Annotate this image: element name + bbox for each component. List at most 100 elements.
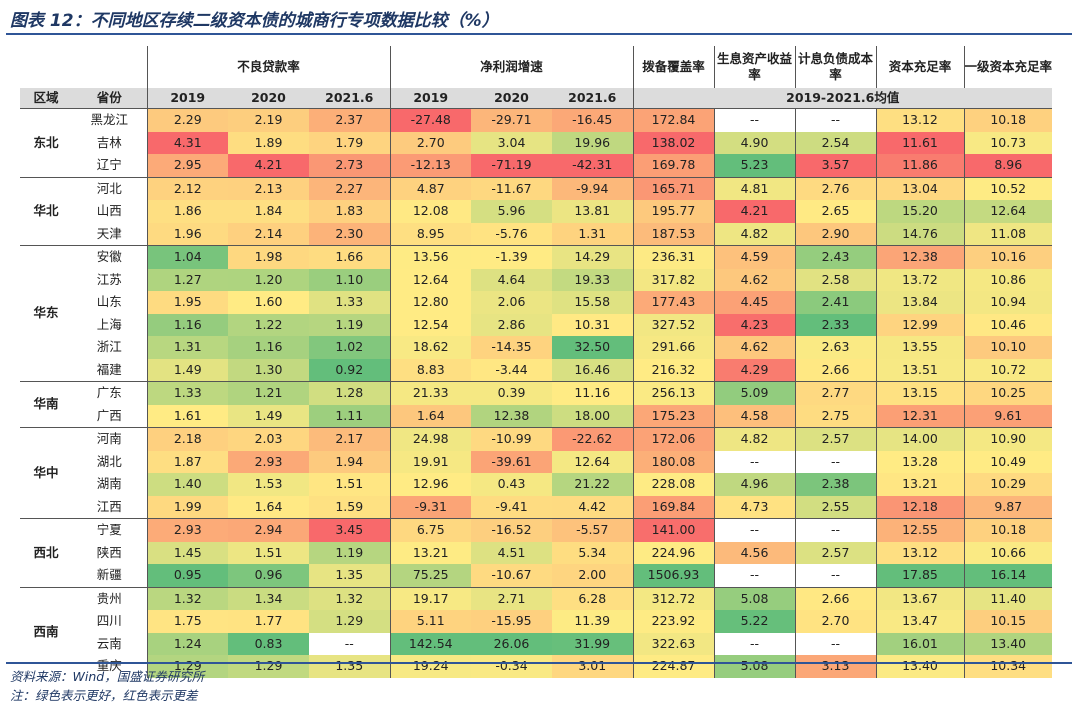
data-cell: 1.24 <box>146 632 228 655</box>
header-row-groups: 不良贷款率 净利润增速 拨备覆盖率 生息资产收益率 计息负债成本率 资本充足率 … <box>20 46 1052 88</box>
table-row: 天津 1.96 2.14 2.30 8.95 -5.76 1.31 187.53 4.82 2.9… <box>20 222 1052 246</box>
data-cell: 169.78 <box>632 154 714 177</box>
page-title: 图表 12：不同地区存续二级资本债的城商行专项数据比较（%） <box>10 11 499 31</box>
data-cell: 4.45 <box>713 291 795 314</box>
data-cell: 10.18 <box>963 518 1052 542</box>
data-cell: 2.77 <box>794 381 876 405</box>
data-cell: 5.08 <box>713 586 795 610</box>
data-cell: -42.31 <box>552 154 633 177</box>
data-cell: 2.27 <box>309 176 390 200</box>
table-row: 西南 贵州 1.32 1.34 1.32 19.17 2.71 6.28 312.72 5.08 2… <box>20 586 1052 678</box>
data-cell: -27.48 <box>389 108 471 132</box>
data-cell: 223.92 <box>632 610 714 633</box>
data-cell: 2.63 <box>794 336 876 359</box>
data-cell: 8.95 <box>389 222 471 246</box>
data-cell: 14.00 <box>875 427 964 451</box>
data-cell: -- <box>713 518 795 542</box>
data-cell: 2.94 <box>228 518 309 542</box>
table-row: 湖北 1.87 2.93 1.94 19.91 -39.61 12.64 180.08 -- --… <box>20 450 1052 473</box>
data-cell: 11.08 <box>963 222 1052 246</box>
table-row: 新疆 0.95 0.96 1.35 75.25 -10.67 2.00 1506.93 -- --… <box>20 564 1052 587</box>
data-cell: 10.10 <box>963 336 1052 359</box>
data-cell: 10.49 <box>963 450 1052 473</box>
data-cell: 1.29 <box>146 655 228 678</box>
data-cell: 13.84 <box>875 291 964 314</box>
data-cell: 1.53 <box>228 473 309 496</box>
data-cell: 3.04 <box>471 131 552 154</box>
data-cell: 187.53 <box>632 222 714 246</box>
data-cell: 12.38 <box>875 245 964 269</box>
data-cell: 1.21 <box>228 381 309 405</box>
data-cell: 12.64 <box>963 200 1052 223</box>
table-row: 山西 1.86 1.84 1.83 12.08 5.96 13.81 195.77 4.21 2.… <box>20 200 1052 223</box>
province-column-header: 省份 <box>72 88 147 109</box>
table-row: 江苏 1.27 1.20 1.10 12.64 4.64 19.33 317.82 4.62 2.… <box>20 268 1052 291</box>
data-cell: 5.34 <box>552 541 633 564</box>
header-row-years: 区域 省份 2019 2020 2021.6 2019 2020 2021.6 … <box>20 88 1052 109</box>
data-cell: 3.57 <box>794 154 876 177</box>
data-cell: 11.86 <box>875 154 964 177</box>
data-cell: 2.57 <box>794 427 876 451</box>
data-cell: 21.22 <box>552 473 633 496</box>
data-cell: 18.62 <box>389 336 471 359</box>
average-period-header: 2019-2021.6均值 <box>632 88 1052 109</box>
data-cell: 2.90 <box>794 222 876 246</box>
table-row: 东北 黑龙江 2.29 2.19 2.37 -27.48 -29.71 -16.45 172.8… <box>20 108 1052 177</box>
data-cell: 11.61 <box>875 131 964 154</box>
data-cell: 0.43 <box>471 473 552 496</box>
color-note: 注：绿色表示更好，红色表示更差 <box>10 688 198 703</box>
profit-growth-header: 净利润增速 <box>389 46 633 88</box>
footer-rule <box>6 662 1072 664</box>
data-cell: 1.49 <box>228 404 309 428</box>
data-cell: 13.21 <box>875 473 964 496</box>
data-cell: 9.61 <box>963 404 1052 428</box>
data-cell: 4.87 <box>389 176 471 200</box>
data-cell: 10.90 <box>963 427 1052 451</box>
province-label: 广西 <box>72 404 147 428</box>
data-cell: 1.45 <box>146 541 228 564</box>
data-cell: 1.59 <box>309 495 390 519</box>
data-cell: 1.32 <box>146 586 228 610</box>
data-cell: 6.75 <box>389 518 471 542</box>
data-cell: 165.71 <box>632 176 714 200</box>
data-cell: 2.70 <box>794 610 876 633</box>
data-cell: 1.16 <box>228 336 309 359</box>
data-cell: 1.33 <box>309 291 390 314</box>
data-cell: 5.96 <box>471 200 552 223</box>
data-cell: 10.66 <box>963 541 1052 564</box>
province-label: 山西 <box>72 200 147 223</box>
data-cell: 12.80 <box>389 291 471 314</box>
data-cell: 4.29 <box>713 358 795 382</box>
table-body: 东北 黑龙江 2.29 2.19 2.37 -27.48 -29.71 -16.45 172.8… <box>20 108 1052 678</box>
data-cell: 2.73 <box>309 154 390 177</box>
data-cell: 0.83 <box>228 632 309 655</box>
province-label: 新疆 <box>72 564 147 587</box>
data-cell: -5.76 <box>471 222 552 246</box>
data-cell: -29.71 <box>471 108 552 132</box>
data-cell: 1.10 <box>309 268 390 291</box>
data-cell: 19.96 <box>552 131 633 154</box>
data-cell: -22.62 <box>552 427 633 451</box>
data-cell: 322.63 <box>632 632 714 655</box>
data-cell: 4.42 <box>552 495 633 519</box>
data-cell: 13.72 <box>875 268 964 291</box>
data-cell: 4.90 <box>713 131 795 154</box>
data-cell: 1.16 <box>146 313 228 336</box>
data-cell: 2.30 <box>309 222 390 246</box>
province-label: 黑龙江 <box>72 108 147 132</box>
data-cell: 1506.93 <box>632 564 714 587</box>
data-cell: 169.84 <box>632 495 714 519</box>
data-cell: 13.40 <box>875 655 964 678</box>
data-cell: 1.02 <box>309 336 390 359</box>
data-cell: 10.25 <box>963 381 1052 405</box>
data-cell: 2.14 <box>228 222 309 246</box>
data-cell: 13.40 <box>963 632 1052 655</box>
data-cell: 1.83 <box>309 200 390 223</box>
data-cell: -16.52 <box>471 518 552 542</box>
table-row: 湖南 1.40 1.53 1.51 12.96 0.43 21.22 228.08 4.96 2.… <box>20 473 1052 496</box>
data-cell: 11.39 <box>552 610 633 633</box>
data-cell: 2.66 <box>794 586 876 610</box>
data-cell: 291.66 <box>632 336 714 359</box>
data-cell: -9.31 <box>389 495 471 519</box>
data-cell: 13.04 <box>875 176 964 200</box>
